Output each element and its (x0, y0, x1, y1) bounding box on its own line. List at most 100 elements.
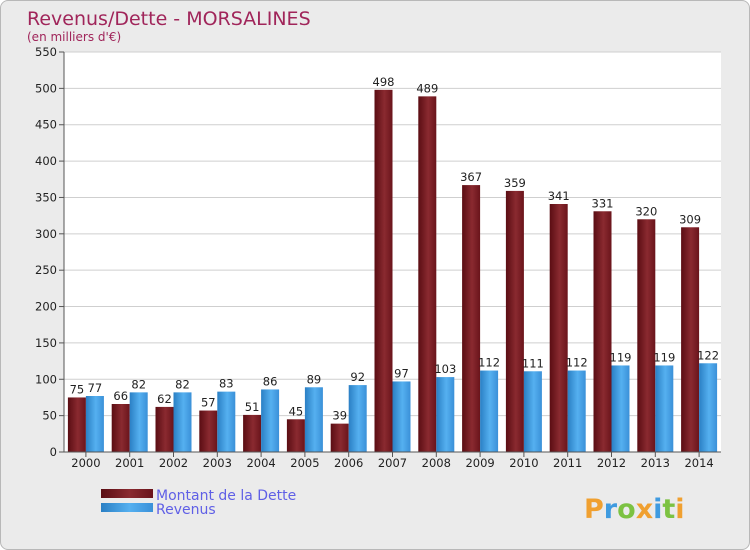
y-axis: 0 50 100 150 200 250 300 350 400 450 500 550 (35, 45, 65, 459)
data-label-revenus: 111 (522, 356, 544, 370)
x-tick-label: 2006 (334, 456, 363, 470)
chart-subtitle: (en milliers d'€) (27, 30, 121, 44)
bars (67, 89, 718, 453)
y-tick-label: 0 (50, 445, 57, 459)
data-label-debt: 62 (157, 392, 172, 406)
bar-debt (637, 219, 656, 452)
logo-letter: x (636, 494, 653, 525)
x-tick-label: 2005 (290, 456, 319, 470)
proxiti-logo: Proxiti (584, 494, 685, 525)
y-tick-label: 100 (35, 372, 57, 386)
data-label-revenus: 82 (175, 377, 190, 391)
chart-title: Revenus/Dette - MORSALINES (27, 8, 311, 30)
bar-debt (330, 423, 349, 452)
data-label-revenus: 103 (434, 362, 456, 376)
data-label-revenus: 83 (219, 377, 234, 391)
logo-letter: P (584, 494, 604, 525)
bar-debt (67, 397, 86, 452)
data-label-debt: 341 (548, 189, 570, 203)
data-label-revenus: 119 (610, 350, 632, 364)
data-label-debt: 309 (679, 212, 701, 226)
data-label-debt: 498 (373, 75, 395, 89)
legend-swatch-revenus (101, 503, 153, 512)
data-label-revenus: 97 (394, 366, 409, 380)
data-label-revenus: 122 (697, 348, 719, 362)
bar-revenus (304, 387, 323, 452)
bar-debt (374, 89, 393, 453)
y-tick-label: 300 (35, 227, 57, 241)
data-label-debt: 331 (592, 196, 614, 210)
bar-revenus (392, 381, 411, 452)
data-label-revenus: 119 (653, 350, 675, 364)
data-labels: 75 77668262825783518645893992498974891033… (70, 75, 719, 423)
x-tick-label: 2009 (465, 456, 494, 470)
x-tick-label: 2010 (509, 456, 538, 470)
y-tick-label: 250 (35, 263, 57, 277)
bar-revenus (567, 370, 586, 452)
x-tick-label: 2004 (246, 456, 275, 470)
data-label-debt: 39 (332, 409, 347, 423)
bar-revenus (699, 363, 718, 452)
logo-letter: i (653, 494, 662, 525)
data-label-revenus: 92 (350, 370, 365, 384)
legend-label-revenus: Revenus (156, 502, 216, 518)
x-tick-label: 2013 (641, 456, 670, 470)
x-tick-label: 2000 (71, 456, 100, 470)
data-label-revenus: 82 (131, 377, 146, 391)
y-tick-label: 350 (35, 190, 57, 204)
x-tick-label: 2001 (115, 456, 144, 470)
bar-debt (505, 190, 524, 452)
data-label-revenus: 112 (566, 356, 588, 370)
bar-debt (549, 204, 568, 452)
y-tick-label: 500 (35, 81, 57, 95)
bar-debt (155, 406, 174, 452)
data-label-debt: 367 (460, 170, 482, 184)
bar-revenus (85, 396, 104, 452)
data-label-debt: 489 (416, 81, 438, 95)
logo-letter: t (662, 494, 675, 525)
y-tick-label: 400 (35, 154, 57, 168)
data-label-debt: 57 (201, 396, 216, 410)
y-tick-label: 50 (42, 409, 57, 423)
bar-debt (286, 419, 305, 452)
bar-debt (462, 185, 481, 452)
bar-revenus (523, 371, 542, 452)
bar-debt (418, 96, 437, 452)
data-label-debt: 359 (504, 176, 526, 190)
bar-debt (681, 227, 700, 452)
logo-letter: r (604, 494, 618, 525)
data-label-debt: 75 (70, 382, 85, 396)
data-label-revenus: 89 (307, 372, 322, 386)
bar-debt (593, 211, 612, 452)
data-label-revenus: 77 (88, 381, 103, 395)
data-label-debt: 51 (245, 400, 260, 414)
bar-revenus (217, 391, 236, 452)
y-tick-label: 150 (35, 336, 57, 350)
bar-revenus (261, 389, 280, 452)
bar-debt (199, 410, 218, 452)
data-label-revenus: 86 (263, 374, 278, 388)
bar-revenus (129, 392, 148, 452)
x-tick-label: 2008 (422, 456, 451, 470)
x-tick-label: 2002 (159, 456, 188, 470)
bar-revenus (655, 365, 674, 452)
bar-revenus (173, 392, 192, 452)
x-axis: 2000 2001 2002 2003 2004 2005 2006 2007 2008 2009… (64, 451, 721, 470)
legend-label-debt: Montant de la Dette (156, 488, 296, 504)
bar-debt (243, 414, 262, 452)
x-tick-label: 2003 (203, 456, 232, 470)
bar-revenus (611, 365, 630, 452)
data-label-revenus: 112 (478, 356, 500, 370)
bar-revenus (348, 385, 367, 452)
data-label-debt: 66 (113, 389, 128, 403)
legend: Montant de la Dette Revenus (101, 488, 296, 518)
x-tick-label: 2007 (378, 456, 407, 470)
y-tick-label: 200 (35, 300, 57, 314)
bar-debt (111, 404, 130, 452)
x-tick-label: 2011 (553, 456, 582, 470)
y-tick-label: 450 (35, 118, 57, 132)
x-tick-label: 2014 (684, 456, 713, 470)
data-label-debt: 320 (635, 204, 657, 218)
